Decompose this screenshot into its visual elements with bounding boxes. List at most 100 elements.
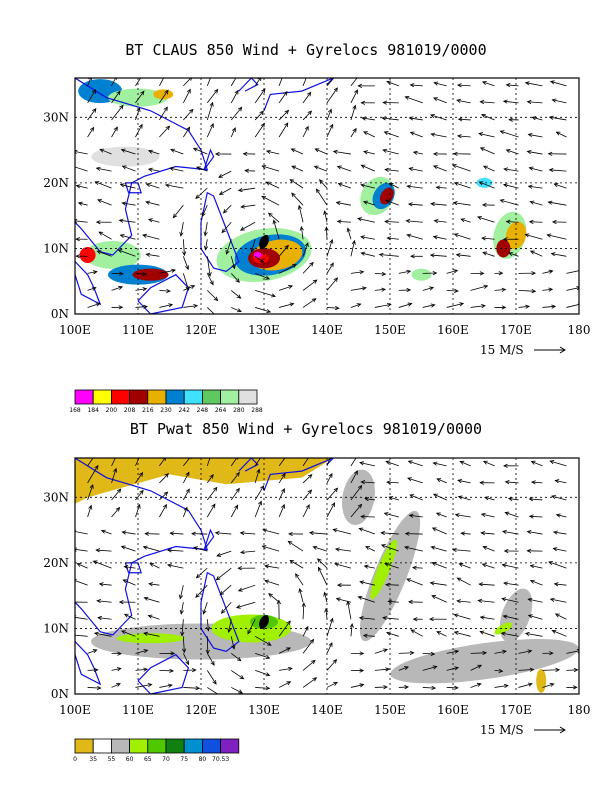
vector-scale-label-1: 15 M/S xyxy=(480,343,524,357)
coastline-4 xyxy=(200,191,240,273)
lat-label-30n: 30N xyxy=(43,490,69,504)
lon-label-160e: 160E xyxy=(437,323,469,337)
colorbar-tick-2-8: 80 xyxy=(199,756,207,763)
lon-label-110e: 110E xyxy=(122,703,154,717)
vector-scale-label-2: 15 M/S xyxy=(480,723,524,737)
colorbar-swatch-1-10 xyxy=(238,389,258,405)
coastline-2 xyxy=(75,641,102,686)
cloud-indochina-core xyxy=(132,268,169,281)
map-frame-1 xyxy=(74,77,580,315)
coastline-6 xyxy=(238,458,259,472)
lon-label-120e: 120E xyxy=(185,703,217,717)
wind-vectors-1 xyxy=(75,78,579,314)
colorbar-tick-1-3: 200 xyxy=(106,407,118,414)
lat-label-10n: 10N xyxy=(43,621,69,635)
pwat-moist-150e xyxy=(359,510,421,642)
coastline-3 xyxy=(137,653,190,694)
colorbar-tick-1-10: 280 xyxy=(233,407,245,414)
coastline-8 xyxy=(124,562,142,574)
colorbar-tick-1-9: 264 xyxy=(215,407,227,414)
lat-label-30n: 30N xyxy=(43,110,69,124)
lon-label-160e: 160E xyxy=(437,703,469,717)
colorbar-swatch-2-4 xyxy=(129,738,149,754)
map-field-2 xyxy=(75,458,579,694)
coastline-1 xyxy=(75,458,209,636)
colorbar-tick-2-2: 35 xyxy=(89,756,97,763)
panel-2-title: BT Pwat 850 Wind + Gyrelocs 981019/0000 xyxy=(129,420,483,438)
panel-1-title: BT CLAUS 850 Wind + Gyrelocs 981019/0000 xyxy=(125,41,487,59)
colorbar-tick-1-6: 230 xyxy=(160,407,172,414)
coastline-5 xyxy=(203,528,215,551)
map-field-1 xyxy=(75,78,579,314)
colorbar-swatch-2-2 xyxy=(92,738,112,754)
gyre-location-symbol-1 xyxy=(259,234,269,249)
coastline-3 xyxy=(137,273,190,314)
lon-label-180: 180 xyxy=(568,703,591,717)
colorbar-tick-1-5: 216 xyxy=(142,407,154,414)
cloud-170e-mid xyxy=(505,221,527,250)
colorbar-2: 0 35 55 60 65 70 75 80 70.53 xyxy=(73,738,240,763)
cloud-china xyxy=(91,146,160,167)
colorbar-swatch-2-8 xyxy=(201,738,221,754)
coastline-5 xyxy=(203,148,215,171)
colorbar-tick-2-1: 0 xyxy=(73,756,77,763)
claus-map-panel: 30N 20N 10N 0N 100E 110E 120E 130E 140E 150E 160E 1… xyxy=(43,77,591,414)
coastline-7 xyxy=(263,458,334,491)
cloud-west-core xyxy=(79,247,96,263)
wind-vectors-2 xyxy=(75,458,579,694)
colorbar-swatch-2-7 xyxy=(183,738,203,754)
lat-label-0n: 0N xyxy=(51,687,69,701)
cloud-155e xyxy=(411,268,432,281)
lon-label-180: 180 xyxy=(568,323,591,337)
lon-label-100e: 100E xyxy=(59,703,91,717)
pwat-green-170e xyxy=(494,622,513,635)
lat-label-0n: 0N xyxy=(51,307,69,321)
pwat-moist-band xyxy=(390,639,579,684)
colorbar-tick-1-8: 248 xyxy=(197,407,209,414)
lon-label-100e: 100E xyxy=(59,323,91,337)
colorbar-tick-1-4: 208 xyxy=(124,407,136,414)
cloud-nw-core xyxy=(153,89,174,100)
lon-label-110e: 110E xyxy=(122,323,154,337)
lon-label-140e: 140E xyxy=(311,323,343,337)
colorbar-tick-1-1: 168 xyxy=(69,407,81,414)
colorbar-tick-2-4: 60 xyxy=(126,756,134,763)
colorbar-tick-2-5: 65 xyxy=(144,756,152,763)
lon-label-150e: 150E xyxy=(374,323,406,337)
colorbar-tick-2-7: 75 xyxy=(180,756,188,763)
gyre-location-symbol-2 xyxy=(259,614,269,629)
lon-label-140e: 140E xyxy=(311,703,343,717)
coastline-7 xyxy=(263,78,334,111)
pwat-dry-se xyxy=(536,668,547,693)
cloud-170e-core xyxy=(496,239,511,258)
colorbar-swatch-2-1 xyxy=(74,738,94,754)
lat-label-20n: 20N xyxy=(43,556,69,570)
colorbar-tick-1-11: 288 xyxy=(251,407,263,414)
colorbar-swatch-2-5 xyxy=(147,738,167,754)
colorbar-1: 168 184 200 208 216 230 242 248 264 280 288 xyxy=(69,389,263,414)
lon-label-150e: 150E xyxy=(374,703,406,717)
colorbar-swatch-2-3 xyxy=(111,738,131,754)
coastline-2 xyxy=(75,261,102,306)
lat-label-20n: 20N xyxy=(43,176,69,190)
lon-label-130e: 130E xyxy=(248,703,280,717)
pwat-moist-north xyxy=(342,469,375,526)
lat-label-10n: 10N xyxy=(43,241,69,255)
coastline-4 xyxy=(200,571,240,653)
colorbar-tick-2-6: 70 xyxy=(162,756,170,763)
coastline-6 xyxy=(238,78,259,92)
lon-label-170e: 170E xyxy=(500,703,532,717)
coastline-1 xyxy=(75,78,209,256)
pwat-dry-north xyxy=(75,458,334,504)
colorbar-tick-2-3: 55 xyxy=(108,756,116,763)
lon-label-130e: 130E xyxy=(248,323,280,337)
cloud-150e-core xyxy=(379,187,394,205)
map-frame-2 xyxy=(74,457,580,695)
lon-label-120e: 120E xyxy=(185,323,217,337)
colorbar-swatch-2-6 xyxy=(165,738,185,754)
coastline-8 xyxy=(124,182,142,194)
colorbar-tick-2-9: 70.53 xyxy=(212,756,229,763)
colorbar-swatch-2-9 xyxy=(220,738,240,754)
lon-label-170e: 170E xyxy=(500,323,532,337)
